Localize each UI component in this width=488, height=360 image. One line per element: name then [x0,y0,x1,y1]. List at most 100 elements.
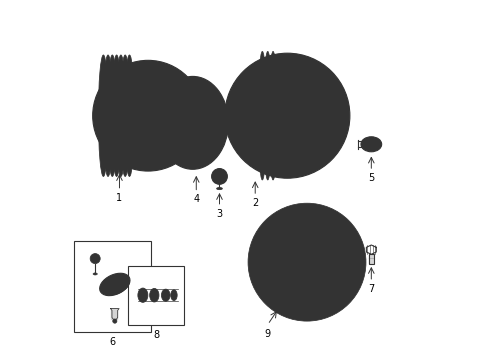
Polygon shape [188,102,191,106]
Ellipse shape [188,124,192,129]
Polygon shape [186,149,190,154]
Polygon shape [263,61,283,98]
Polygon shape [188,99,191,103]
Polygon shape [168,143,174,150]
Polygon shape [189,137,191,140]
Ellipse shape [316,277,321,281]
Polygon shape [203,148,207,155]
Polygon shape [366,245,375,254]
Polygon shape [185,156,190,162]
Polygon shape [306,108,342,123]
Ellipse shape [170,290,177,301]
Circle shape [247,203,365,321]
Ellipse shape [144,80,152,84]
Polygon shape [301,125,335,154]
Polygon shape [174,121,177,125]
Circle shape [227,56,346,175]
Polygon shape [263,134,283,170]
Polygon shape [216,107,222,113]
Polygon shape [198,138,201,141]
Polygon shape [187,95,190,100]
Text: 8: 8 [153,330,159,340]
Bar [368,254,373,264]
Polygon shape [170,141,176,148]
Polygon shape [201,143,204,148]
Text: 1: 1 [116,193,122,203]
Polygon shape [238,77,273,107]
Polygon shape [203,151,209,158]
Ellipse shape [366,141,376,148]
Ellipse shape [124,55,134,176]
Polygon shape [200,118,202,120]
Polygon shape [171,121,174,125]
Circle shape [214,171,224,182]
Ellipse shape [129,108,134,113]
Polygon shape [188,140,191,143]
Polygon shape [204,128,207,131]
Polygon shape [204,114,207,118]
Ellipse shape [325,253,328,258]
Circle shape [251,207,362,318]
Ellipse shape [111,55,122,176]
Polygon shape [182,131,184,135]
Ellipse shape [268,51,277,180]
Circle shape [298,253,315,271]
Polygon shape [175,103,179,109]
Circle shape [264,219,349,305]
Ellipse shape [93,273,97,275]
Polygon shape [190,110,191,112]
Polygon shape [202,94,206,100]
Ellipse shape [145,96,151,101]
Polygon shape [203,91,207,98]
Polygon shape [186,152,190,158]
Circle shape [230,59,343,172]
Circle shape [93,60,203,171]
Ellipse shape [304,240,309,243]
Circle shape [293,249,320,276]
Ellipse shape [295,113,299,118]
Ellipse shape [257,51,266,180]
Polygon shape [203,87,209,95]
Circle shape [103,71,192,160]
Ellipse shape [124,85,131,91]
Polygon shape [209,130,213,134]
Polygon shape [231,108,267,123]
Ellipse shape [120,55,130,176]
Circle shape [301,257,312,267]
Ellipse shape [144,147,152,152]
Circle shape [224,53,349,178]
Bar [74,241,150,332]
Circle shape [259,215,353,309]
Circle shape [281,237,332,288]
Polygon shape [201,98,204,103]
Polygon shape [177,106,181,111]
Ellipse shape [263,51,272,180]
Polygon shape [180,109,183,113]
Circle shape [184,115,200,131]
Polygon shape [162,120,166,126]
Ellipse shape [155,127,161,132]
Polygon shape [199,140,203,145]
Circle shape [90,253,100,264]
Circle shape [211,168,227,184]
Polygon shape [187,146,190,151]
Polygon shape [168,121,172,125]
Ellipse shape [124,140,131,146]
Polygon shape [207,129,210,133]
Text: 4: 4 [193,194,199,204]
Ellipse shape [162,108,166,113]
Polygon shape [184,129,186,132]
Ellipse shape [149,135,151,138]
Ellipse shape [113,102,118,109]
Circle shape [273,102,300,129]
Ellipse shape [164,85,171,91]
Ellipse shape [193,124,196,129]
Circle shape [281,110,292,121]
Text: 6: 6 [109,337,115,347]
Ellipse shape [178,122,183,130]
Ellipse shape [138,288,147,302]
Polygon shape [168,95,174,103]
Circle shape [140,108,156,123]
Circle shape [268,224,345,301]
Ellipse shape [190,116,194,121]
